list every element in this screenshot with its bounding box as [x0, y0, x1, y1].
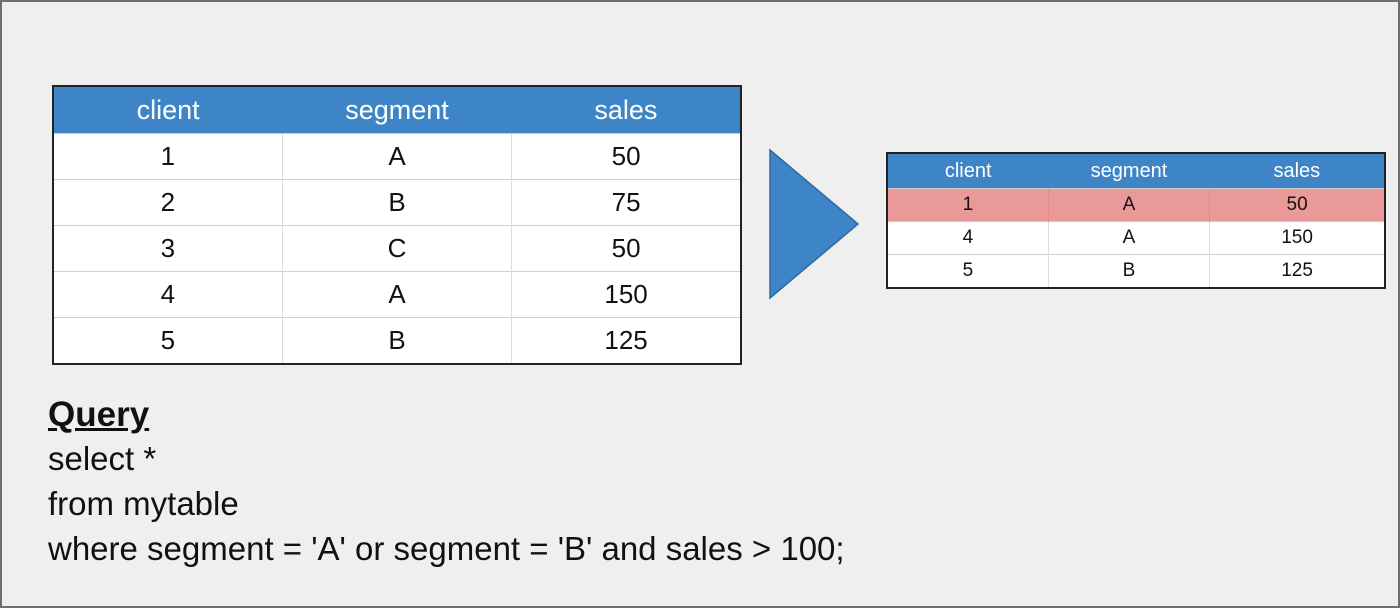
source-cell-segment: B	[281, 317, 512, 364]
source-cell-client: 2	[53, 179, 283, 226]
result-header-sales: sales	[1209, 153, 1385, 189]
result-header-segment: segment	[1048, 153, 1210, 189]
table-row: 4 A 150	[53, 271, 741, 318]
result-cell-client: 5	[887, 254, 1049, 288]
query-block: Query select * from mytable where segmen…	[48, 394, 845, 571]
table-row: 5 B 125	[887, 254, 1385, 288]
source-cell-client: 4	[53, 271, 283, 318]
source-header-sales: sales	[511, 86, 741, 134]
table-row: 5 B 125	[53, 317, 741, 364]
query-line-where: where segment = 'A' or segment = 'B' and…	[48, 530, 845, 567]
source-cell-sales: 125	[511, 317, 741, 364]
result-cell-client: 4	[887, 221, 1049, 255]
result-cell-segment: B	[1047, 254, 1210, 288]
source-cell-sales: 50	[511, 225, 741, 272]
arrow-right-icon	[769, 148, 860, 300]
result-cell-segment: A	[1047, 221, 1210, 255]
result-cell-client: 1	[887, 188, 1049, 222]
table-row: 2 B 75	[53, 179, 741, 226]
query-line-from: from mytable	[48, 485, 239, 522]
result-cell-sales: 50	[1209, 188, 1385, 222]
highlighted-table-row: 1 A 50	[887, 188, 1385, 222]
source-table: client segment sales 1 A 50 2 B 75 3 C 5…	[52, 85, 742, 365]
result-table: client segment sales 1 A 50 4 A 150 5 B …	[886, 152, 1386, 289]
result-cell-segment: A	[1047, 188, 1210, 222]
source-cell-client: 1	[53, 133, 283, 180]
source-cell-sales: 150	[511, 271, 741, 318]
result-table-header-row: client segment sales	[887, 153, 1385, 189]
result-header-client: client	[887, 153, 1049, 189]
query-title: Query	[48, 395, 150, 434]
source-header-client: client	[53, 86, 283, 134]
table-row: 3 C 50	[53, 225, 741, 272]
query-line-select: select *	[48, 440, 157, 477]
source-cell-client: 5	[53, 317, 283, 364]
source-cell-sales: 75	[511, 179, 741, 226]
result-cell-sales: 150	[1209, 221, 1385, 255]
source-cell-sales: 50	[511, 133, 741, 180]
source-cell-segment: C	[281, 225, 512, 272]
source-cell-segment: A	[281, 271, 512, 318]
source-cell-segment: B	[281, 179, 512, 226]
table-row: 4 A 150	[887, 221, 1385, 255]
result-cell-sales: 125	[1209, 254, 1385, 288]
source-cell-segment: A	[281, 133, 512, 180]
source-cell-client: 3	[53, 225, 283, 272]
source-table-header-row: client segment sales	[53, 86, 741, 134]
source-header-segment: segment	[282, 86, 512, 134]
table-row: 1 A 50	[53, 133, 741, 180]
